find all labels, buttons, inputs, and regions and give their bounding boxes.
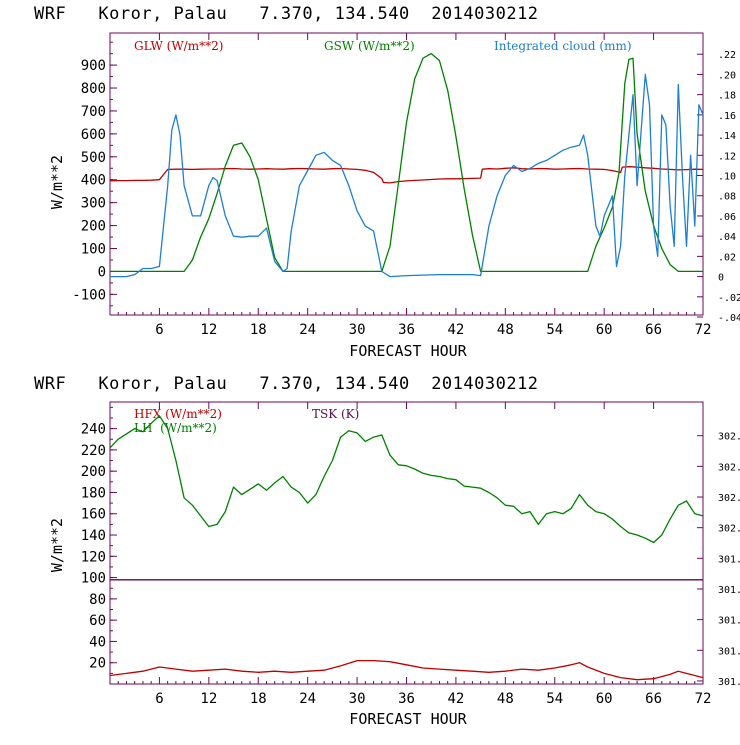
y-tick-label-2: 120: [81, 549, 106, 565]
right-tick-label-2: 302.6: [718, 432, 740, 443]
y-tick-label: 500: [81, 150, 106, 166]
y-axis-label-2: W/m**2: [48, 518, 66, 572]
series-line-glw: [109, 166, 704, 184]
x-tick-label-2: 18: [250, 691, 267, 707]
right-tick-label: .16: [718, 111, 736, 122]
y-tick-label-2: 180: [81, 485, 106, 501]
y-tick-label: 0: [98, 264, 106, 280]
y-tick-label-2: 100: [81, 571, 106, 587]
x-tick-label-2: 24: [299, 691, 316, 707]
y-tick-label: 900: [81, 58, 106, 74]
y-tick-label: 300: [81, 196, 106, 212]
x-axis-label-2: FORECAST HOUR: [349, 710, 467, 728]
x-tick-label-2: 72: [695, 691, 712, 707]
x-tick-label-2: 54: [546, 691, 563, 707]
y-tick-label-2: 160: [81, 507, 106, 523]
right-tick-label-2: 302.2: [718, 493, 740, 504]
x-tick-label-2: 42: [447, 691, 464, 707]
y-tick-label: 700: [81, 104, 106, 120]
chart-title-2: WRF Koror, Palau 7.370, 134.540 20140302…: [34, 374, 539, 394]
y-tick-label: 100: [81, 242, 106, 258]
y-tick-label-2: 240: [81, 422, 106, 438]
y-tick-label-2: 80: [89, 592, 106, 608]
x-tick-label-2: 30: [349, 691, 366, 707]
x-tick-label: 60: [596, 322, 613, 338]
x-tick-label-2: 12: [200, 691, 217, 707]
x-tick-label: 36: [398, 322, 415, 338]
y-tick-label-2: 20: [89, 656, 106, 672]
y-tick-label-2: 220: [81, 443, 106, 459]
x-tick-label: 6: [155, 322, 163, 338]
right-tick-label: .20: [718, 70, 736, 81]
right-tick-label: .12: [718, 151, 736, 162]
right-tick-label: .08: [718, 192, 736, 203]
right-tick-label: .18: [718, 91, 736, 102]
x-tick-label: 66: [645, 322, 662, 338]
y-tick-label-2: 40: [89, 634, 106, 650]
y-tick-label-2: 140: [81, 528, 106, 544]
y-tick-label: 600: [81, 127, 106, 143]
x-tick-label-2: 66: [645, 691, 662, 707]
series-line-lh-2: [109, 415, 704, 544]
y-tick-label: -100: [72, 287, 106, 303]
right-tick-label-2: 302.0: [718, 524, 740, 535]
legend-entry-gsw: GSW (W/m**2): [324, 39, 415, 53]
series-line-integrated: [110, 73, 704, 278]
right-tick-label: .06: [718, 212, 736, 223]
series-line-gsw: [110, 52, 703, 273]
x-tick-label: 48: [497, 322, 514, 338]
y-tick-label: 400: [81, 173, 106, 189]
y-tick-label-2: 60: [89, 613, 106, 629]
right-tick-label-2: 302.4: [718, 462, 740, 473]
right-tick-label: .10: [718, 172, 736, 183]
legend-entry-integrated-cloud: Integrated cloud (mm): [494, 39, 632, 53]
legend-entry-tsk: TSK (K): [312, 407, 359, 421]
y-axis-label: W/m**2: [48, 155, 66, 209]
plot-frame-2: [109, 401, 704, 685]
x-tick-label-2: 6: [155, 691, 163, 707]
x-tick-label-2: 48: [497, 691, 514, 707]
legend-entry-glw: GLW (W/m**2): [134, 39, 223, 53]
x-tick-label: 42: [447, 322, 464, 338]
right-tick-label-2: 301.2: [718, 646, 740, 657]
legend-entry-lh: LH (W/m**2): [134, 421, 217, 435]
x-tick-label-2: 60: [596, 691, 613, 707]
y-tick-label: 200: [81, 219, 106, 235]
right-tick-label-2: 301.6: [718, 585, 740, 596]
right-tick-label: .04: [718, 232, 736, 243]
right-tick-label-2: 301.8: [718, 554, 740, 565]
right-tick-label-2: 301.0: [718, 677, 740, 688]
right-tick-label: -.02: [718, 293, 740, 304]
plot-frame: [109, 32, 704, 316]
x-tick-label: 72: [695, 322, 712, 338]
x-tick-label: 24: [299, 322, 316, 338]
y-tick-label-2: 200: [81, 464, 106, 480]
x-tick-label: 30: [349, 322, 366, 338]
right-tick-label: -.04: [718, 313, 740, 324]
x-tick-label: 18: [250, 322, 267, 338]
series-line-hfx-2: [109, 659, 704, 681]
right-tick-label: 0: [718, 273, 724, 284]
x-axis-label: FORECAST HOUR: [349, 342, 467, 360]
x-tick-label: 54: [546, 322, 563, 338]
right-tick-label: .02: [718, 252, 736, 263]
chart-title: WRF Koror, Palau 7.370, 134.540 20140302…: [34, 4, 539, 24]
x-tick-label-2: 36: [398, 691, 415, 707]
right-tick-label-2: 301.4: [718, 616, 740, 627]
right-tick-label: .22: [718, 50, 736, 61]
legend-entry-hfx: HFX (W/m**2): [134, 407, 222, 421]
x-tick-label: 12: [200, 322, 217, 338]
y-tick-label: 800: [81, 81, 106, 97]
right-tick-label: .14: [718, 131, 736, 142]
